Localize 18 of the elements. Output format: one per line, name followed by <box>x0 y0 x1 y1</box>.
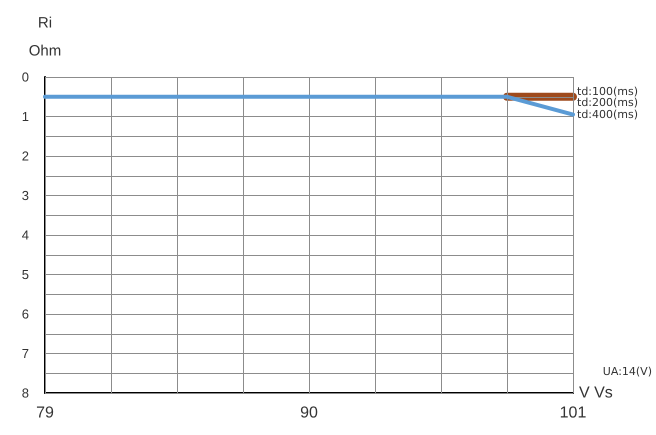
y-tick-label: 4 <box>22 228 29 242</box>
series-label: td:400(ms) <box>577 108 638 122</box>
y-tick-label: 1 <box>22 109 29 124</box>
y-tick-label: 3 <box>22 188 29 203</box>
y-tick-label: 8 <box>22 386 29 400</box>
x-axis-title: V Vs <box>579 384 613 402</box>
text: UA:14(V) <box>602 365 652 378</box>
text: td:200(ms) <box>577 96 638 109</box>
series-label: td:100(ms) <box>577 84 638 98</box>
x-tick-label: 101 <box>560 404 586 422</box>
y-tick-label: 5 <box>22 267 29 282</box>
x-tick-label: 79 <box>36 404 54 422</box>
y-axis-title: Ri Ohm <box>28 14 62 60</box>
y-tick-label: 7 <box>22 346 29 361</box>
x-tick-label: 90 <box>300 404 318 422</box>
y-tick-label: 6 <box>22 306 29 322</box>
y-tick-label: 2 <box>22 148 29 164</box>
y-tick-label: 0 <box>22 70 29 84</box>
